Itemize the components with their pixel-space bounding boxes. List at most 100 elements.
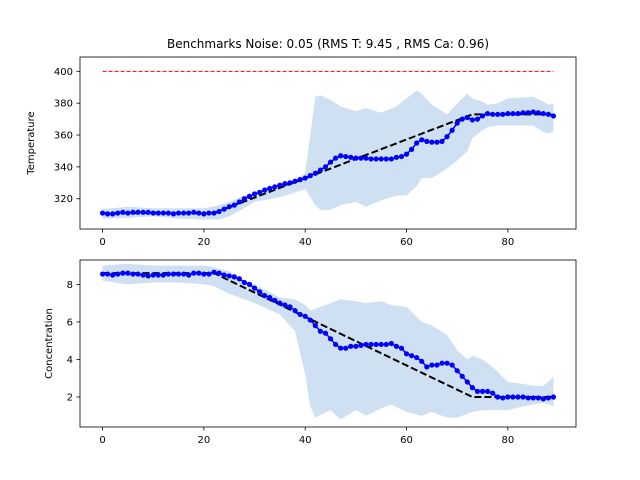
- temperature-y-tick-label: 340: [54, 162, 73, 173]
- concentration-data-point: [414, 354, 420, 361]
- temperature-data-point: [479, 113, 486, 119]
- concentration-data-point: [434, 362, 440, 368]
- temperature-data-point: [388, 156, 394, 162]
- concentration-data-point: [221, 272, 227, 278]
- concentration-data-point: [297, 311, 303, 318]
- concentration-data-point: [429, 362, 435, 368]
- temperature-data-point: [150, 210, 156, 216]
- concentration-data-point: [338, 345, 344, 351]
- concentration-data-point: [226, 273, 232, 279]
- concentration-data-point: [196, 270, 202, 276]
- concentration-data-point: [327, 336, 334, 342]
- temperature-data-point: [221, 206, 227, 212]
- concentration-data-point: [165, 271, 172, 277]
- concentration-data-point: [398, 345, 405, 351]
- temperature-data-point: [393, 154, 399, 160]
- temperature-data-point: [282, 181, 288, 187]
- temperature-data-point: [368, 156, 374, 162]
- concentration-x-tick-label: 40: [299, 435, 312, 446]
- concentration-data-point: [211, 269, 217, 275]
- concentration-data-point: [236, 276, 242, 282]
- concentration-data-point: [409, 353, 415, 359]
- temperature-data-point: [175, 210, 182, 216]
- concentration-data-point: [393, 343, 399, 349]
- temperature-data-point: [474, 116, 481, 122]
- temperature-data-point: [246, 193, 253, 199]
- temperature-x-tick-label: 0: [99, 237, 105, 248]
- figure-title: Benchmarks Noise: 0.05 (RMS T: 9.45 , RM…: [167, 37, 489, 51]
- concentration-data-point: [262, 293, 268, 299]
- concentration-data-point: [520, 394, 526, 400]
- concentration-data-point: [170, 271, 177, 277]
- concentration-data-point: [550, 394, 557, 400]
- temperature-x-tick-label: 60: [400, 237, 413, 248]
- concentration-data-point: [186, 272, 192, 278]
- concentration-data-point: [368, 341, 374, 348]
- concentration-uncertainty-band: [102, 263, 554, 420]
- concentration-data-point: [535, 395, 541, 401]
- concentration-data-point: [292, 308, 298, 314]
- concentration-data-point: [307, 317, 313, 323]
- temperature-data-point: [419, 137, 425, 143]
- temperature-data-point: [201, 211, 207, 217]
- temperature-data-point: [272, 184, 278, 190]
- concentration-data-point: [105, 271, 111, 277]
- temperature-data-point: [267, 185, 273, 191]
- temperature-data-point: [348, 154, 354, 160]
- temperature-data-point: [302, 175, 308, 181]
- temperature-subplot: 0 20 40 60 80 320 340 360 380 400 Temperature: [26, 56, 577, 248]
- temperature-data-point: [429, 139, 435, 145]
- concentration-data-point: [383, 341, 389, 348]
- concentration-data-point: [545, 395, 551, 401]
- concentration-data-point: [343, 345, 349, 351]
- concentration-data-point: [201, 271, 207, 277]
- concentration-data-point: [115, 271, 121, 277]
- concentration-data-point: [216, 270, 222, 276]
- temperature-data-point: [520, 110, 526, 116]
- temperature-data-point: [140, 209, 146, 215]
- concentration-data-point: [150, 272, 156, 278]
- concentration-data-point: [424, 364, 430, 370]
- temperature-data-point: [236, 199, 242, 205]
- concentration-y-tick-label: 6: [67, 317, 73, 328]
- concentration-data-point: [257, 289, 263, 295]
- temperature-data-point: [307, 173, 313, 179]
- temperature-data-point: [191, 209, 197, 215]
- concentration-data-point: [231, 274, 237, 280]
- temperature-data-point: [464, 114, 470, 121]
- temperature-data-point: [165, 210, 172, 216]
- temperature-data-point: [262, 187, 268, 193]
- temperature-data-point: [211, 210, 217, 216]
- temperature-data-point: [383, 156, 389, 162]
- temperature-data-point: [145, 209, 151, 215]
- temperature-data-point: [403, 151, 410, 157]
- concentration-axes-frame: [79, 259, 577, 428]
- concentration-data-point: [484, 388, 491, 394]
- concentration-data-point: [459, 373, 465, 379]
- temperature-data-point: [241, 196, 247, 202]
- concentration-data-point: [525, 395, 531, 401]
- concentration-data-point: [454, 368, 460, 374]
- temperature-data-point: [540, 110, 546, 117]
- concentration-data-point: [515, 394, 521, 400]
- temperature-data-point: [550, 113, 557, 119]
- concentration-data-point: [490, 390, 496, 396]
- temperature-data-point: [155, 210, 161, 216]
- temperature-data-point: [292, 178, 298, 184]
- concentration-data-point: [353, 343, 359, 349]
- temperature-data-point: [500, 111, 506, 117]
- temperature-data-point: [343, 153, 349, 160]
- concentration-data-point: [99, 271, 106, 277]
- concentration-data-point: [378, 341, 384, 348]
- temperature-data-point: [525, 110, 531, 116]
- concentration-data-point: [449, 362, 455, 368]
- temperature-data-point: [378, 156, 384, 162]
- temperature-data-point: [530, 109, 536, 115]
- temperature-data-point: [535, 110, 541, 116]
- temperature-data-point: [545, 111, 551, 117]
- concentration-data-point: [135, 271, 141, 277]
- temperature-data-point: [312, 170, 318, 176]
- temperature-data-point: [515, 110, 521, 117]
- temperature-data-point: [469, 117, 475, 123]
- temperature-data-point: [353, 155, 359, 161]
